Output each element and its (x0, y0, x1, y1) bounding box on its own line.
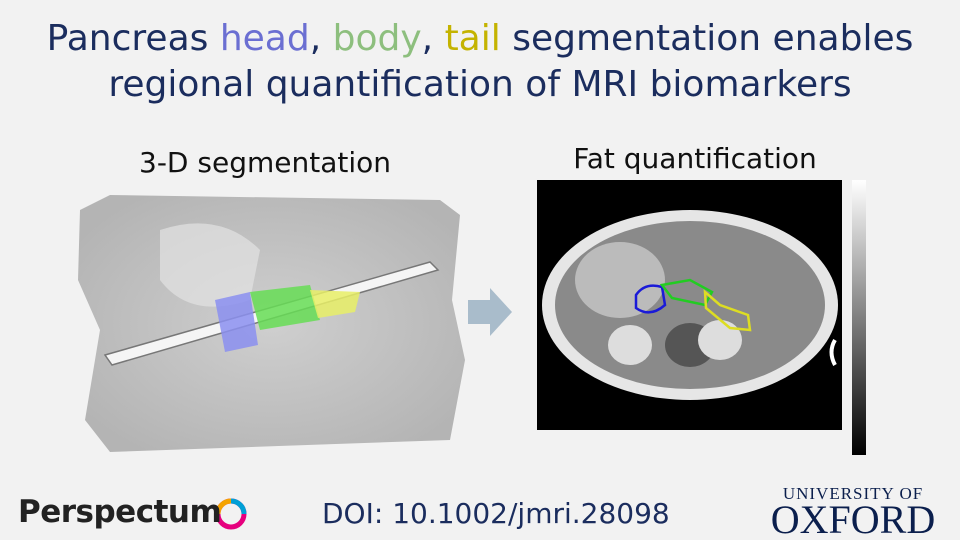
color-bar (852, 180, 866, 455)
arm (829, 338, 837, 366)
head-contour (634, 284, 667, 314)
title-segment: , (421, 18, 445, 59)
kidney (608, 325, 652, 365)
logo-mark (230, 498, 247, 515)
organ-shadow (160, 223, 260, 307)
title-segment: tail (444, 18, 501, 59)
university-name: OXFORD (770, 497, 936, 540)
title-line-2: regional quantification of MRI biomarker… (108, 64, 852, 105)
title-segment: body (332, 18, 422, 59)
kidney (698, 320, 742, 360)
arrow (468, 288, 512, 336)
title-segment: Pancreas (46, 18, 220, 59)
title-segment: , (309, 18, 333, 59)
logo-mark (215, 498, 232, 515)
title-line-1: Pancreas head, body, tail segmentation e… (0, 18, 960, 59)
panel-caption: 3-D segmentation (139, 146, 391, 179)
body-segment (250, 285, 320, 330)
title-segment: head (219, 18, 310, 59)
title-segment: segmentation enables (500, 18, 914, 59)
organ (575, 242, 665, 318)
panel-caption: Fat quantification (573, 142, 817, 175)
head-segment (215, 292, 258, 352)
logo-text: Perspectum (18, 494, 222, 530)
tail-contour (703, 289, 752, 332)
university-label: UNIVERSITY OF (782, 484, 924, 503)
tail-segment (310, 290, 360, 318)
doi: DOI: 10.1002/jmri.28098 (322, 497, 670, 530)
body-contour (659, 278, 714, 307)
